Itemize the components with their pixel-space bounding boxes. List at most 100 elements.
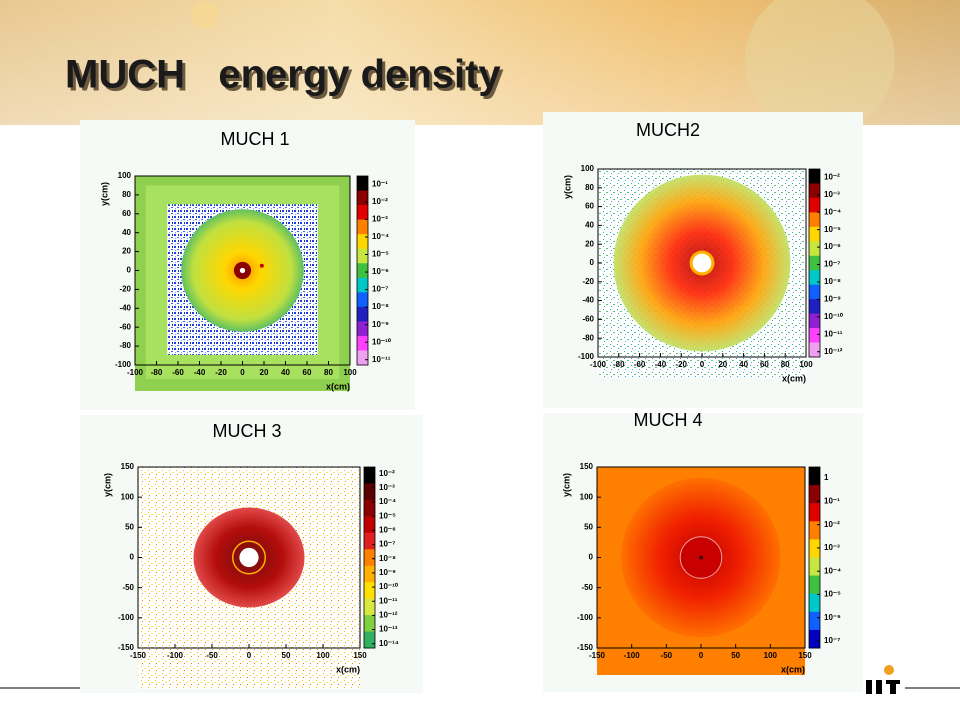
x-tick-label: -100 (127, 368, 144, 377)
panel-title: MUCH 4 (633, 410, 702, 430)
colorbar-tick-label: 10⁻⁷ (379, 540, 395, 549)
x-tick-label: 150 (798, 651, 812, 660)
title-shadow: MUCH energy density (68, 56, 504, 100)
x-tick-label: -100 (167, 651, 184, 660)
colorbar-tick-label: 10⁻¹² (824, 347, 843, 356)
panel-title: MUCH 1 (220, 129, 289, 149)
colorbar-frame (808, 168, 821, 358)
x-tick-label: 60 (303, 368, 312, 377)
colorbar-segment (357, 306, 368, 322)
colorbar-segment (364, 582, 375, 600)
colorbar-frame (356, 175, 369, 366)
colorbar-segment (364, 565, 375, 583)
x-tick-label: -20 (675, 360, 687, 369)
x-tick-label: 100 (799, 360, 813, 369)
colorbar-segment (809, 611, 820, 631)
y-tick-label: 80 (585, 183, 594, 192)
x-tick-label: 50 (731, 651, 740, 660)
colorbar-tick-label: 10⁻¹⁴ (379, 639, 399, 648)
x-axis-label: x(cm) (782, 373, 806, 383)
y-tick-label: 20 (585, 239, 594, 248)
colorbar-segment (364, 615, 375, 633)
slide-title: MUCH energy density (65, 53, 501, 97)
colorbar-segment (357, 321, 368, 337)
colorbar-tick-label: 10⁻¹¹ (372, 355, 391, 364)
colorbar-segment (357, 234, 368, 250)
colorbar-tick-label: 10⁻⁸ (824, 277, 841, 286)
colorbar-tick-label: 10⁻³ (379, 483, 395, 492)
colorbar-segment (364, 631, 375, 649)
y-tick-label: 0 (127, 266, 132, 275)
colorbar-tick-label: 10⁻⁶ (372, 267, 389, 276)
colorbar-tick-label: 10⁻⁹ (824, 295, 841, 304)
x-tick-label: 80 (324, 368, 333, 377)
y-tick-label: -100 (115, 360, 132, 369)
beam-center (699, 555, 703, 560)
colorbar-tick-label: 10⁻⁵ (824, 225, 841, 234)
colorbar-segment (809, 593, 820, 613)
y-tick-label: 80 (122, 190, 131, 199)
x-axis-label: x(cm) (336, 664, 360, 674)
colorbar-segment (809, 342, 820, 358)
colorbar-segment (809, 485, 820, 504)
colorbar-tick-label: 10⁻⁷ (824, 636, 840, 645)
x-tick-label: 40 (281, 368, 290, 377)
colorbar-tick-label: 10⁻⁷ (372, 285, 388, 294)
colorbar-frame (363, 466, 376, 649)
colorbar-segment (364, 549, 375, 567)
y-tick-label: -60 (582, 315, 594, 324)
x-tick-label: 0 (699, 651, 704, 660)
colorbar-segment (357, 190, 368, 206)
y-tick-label: 50 (125, 522, 134, 531)
colorbar-tick-label: 10⁻¹³ (379, 625, 398, 634)
heatmap-panel: MUCH 3 -150 -100 -50 0 50 100 150 -150 -100 -50 0 50… (80, 415, 423, 693)
colorbar-tick-label: 10⁻¹⁰ (372, 337, 392, 346)
colorbar-segment (809, 284, 820, 300)
colorbar-tick-label: 10⁻⁴ (379, 497, 396, 506)
panel-title: MUCH2 (636, 120, 700, 140)
x-tick-label: -60 (634, 360, 646, 369)
y-tick-label: -40 (119, 303, 131, 312)
colorbar-tick-label: 10⁻⁸ (372, 302, 389, 311)
y-tick-label: 100 (118, 171, 132, 180)
colorbar-segment (357, 263, 368, 279)
colorbar-segment (809, 197, 820, 213)
colorbar-segment (357, 205, 368, 221)
colorbar-tick-label: 10⁻⁶ (824, 613, 841, 622)
logo (866, 665, 900, 694)
colorbar-segment (364, 532, 375, 550)
x-tick-label: 150 (353, 651, 367, 660)
colorbar-tick-label: 10⁻¹² (379, 611, 398, 620)
colorbar-tick-label: 10⁻⁴ (824, 566, 841, 575)
x-tick-label: 0 (700, 360, 705, 369)
colorbar-segment (364, 499, 375, 517)
x-tick-label: 40 (739, 360, 748, 369)
colorbar-segment (364, 598, 375, 616)
header-ornament (191, 1, 219, 29)
colorbar-segment (809, 503, 820, 522)
y-tick-label: 100 (581, 164, 595, 173)
hot-spot (259, 263, 264, 268)
colorbar-segment (809, 313, 820, 329)
x-tick-label: 20 (260, 368, 269, 377)
x-tick-label: 100 (764, 651, 778, 660)
x-tick-label: -50 (661, 651, 673, 660)
beam-hole (692, 253, 712, 273)
y-tick-label: -20 (582, 277, 594, 286)
x-tick-label: -50 (206, 651, 218, 660)
colorbar-segment (809, 241, 820, 257)
x-tick-label: -80 (613, 360, 625, 369)
heatmap-panel: MUCH 1 -100 -80 -60 -40 -20 0 20 40 60 80 100 -100 -8… (80, 120, 415, 410)
colorbar-segment (809, 226, 820, 242)
x-axis-label: x(cm) (781, 664, 805, 674)
colorbar-segment (809, 212, 820, 228)
x-tick-label: -100 (590, 360, 607, 369)
colorbar-tick-label: 10⁻³ (824, 190, 840, 199)
colorbar-tick-label: 10⁻² (372, 197, 388, 206)
colorbar-segment (809, 255, 820, 271)
colorbar-segment (357, 277, 368, 293)
y-tick-label: -100 (118, 613, 135, 622)
colorbar-segment (364, 516, 375, 534)
colorbar-segment (357, 292, 368, 308)
colorbar-tick-label: 10⁻⁹ (379, 568, 396, 577)
